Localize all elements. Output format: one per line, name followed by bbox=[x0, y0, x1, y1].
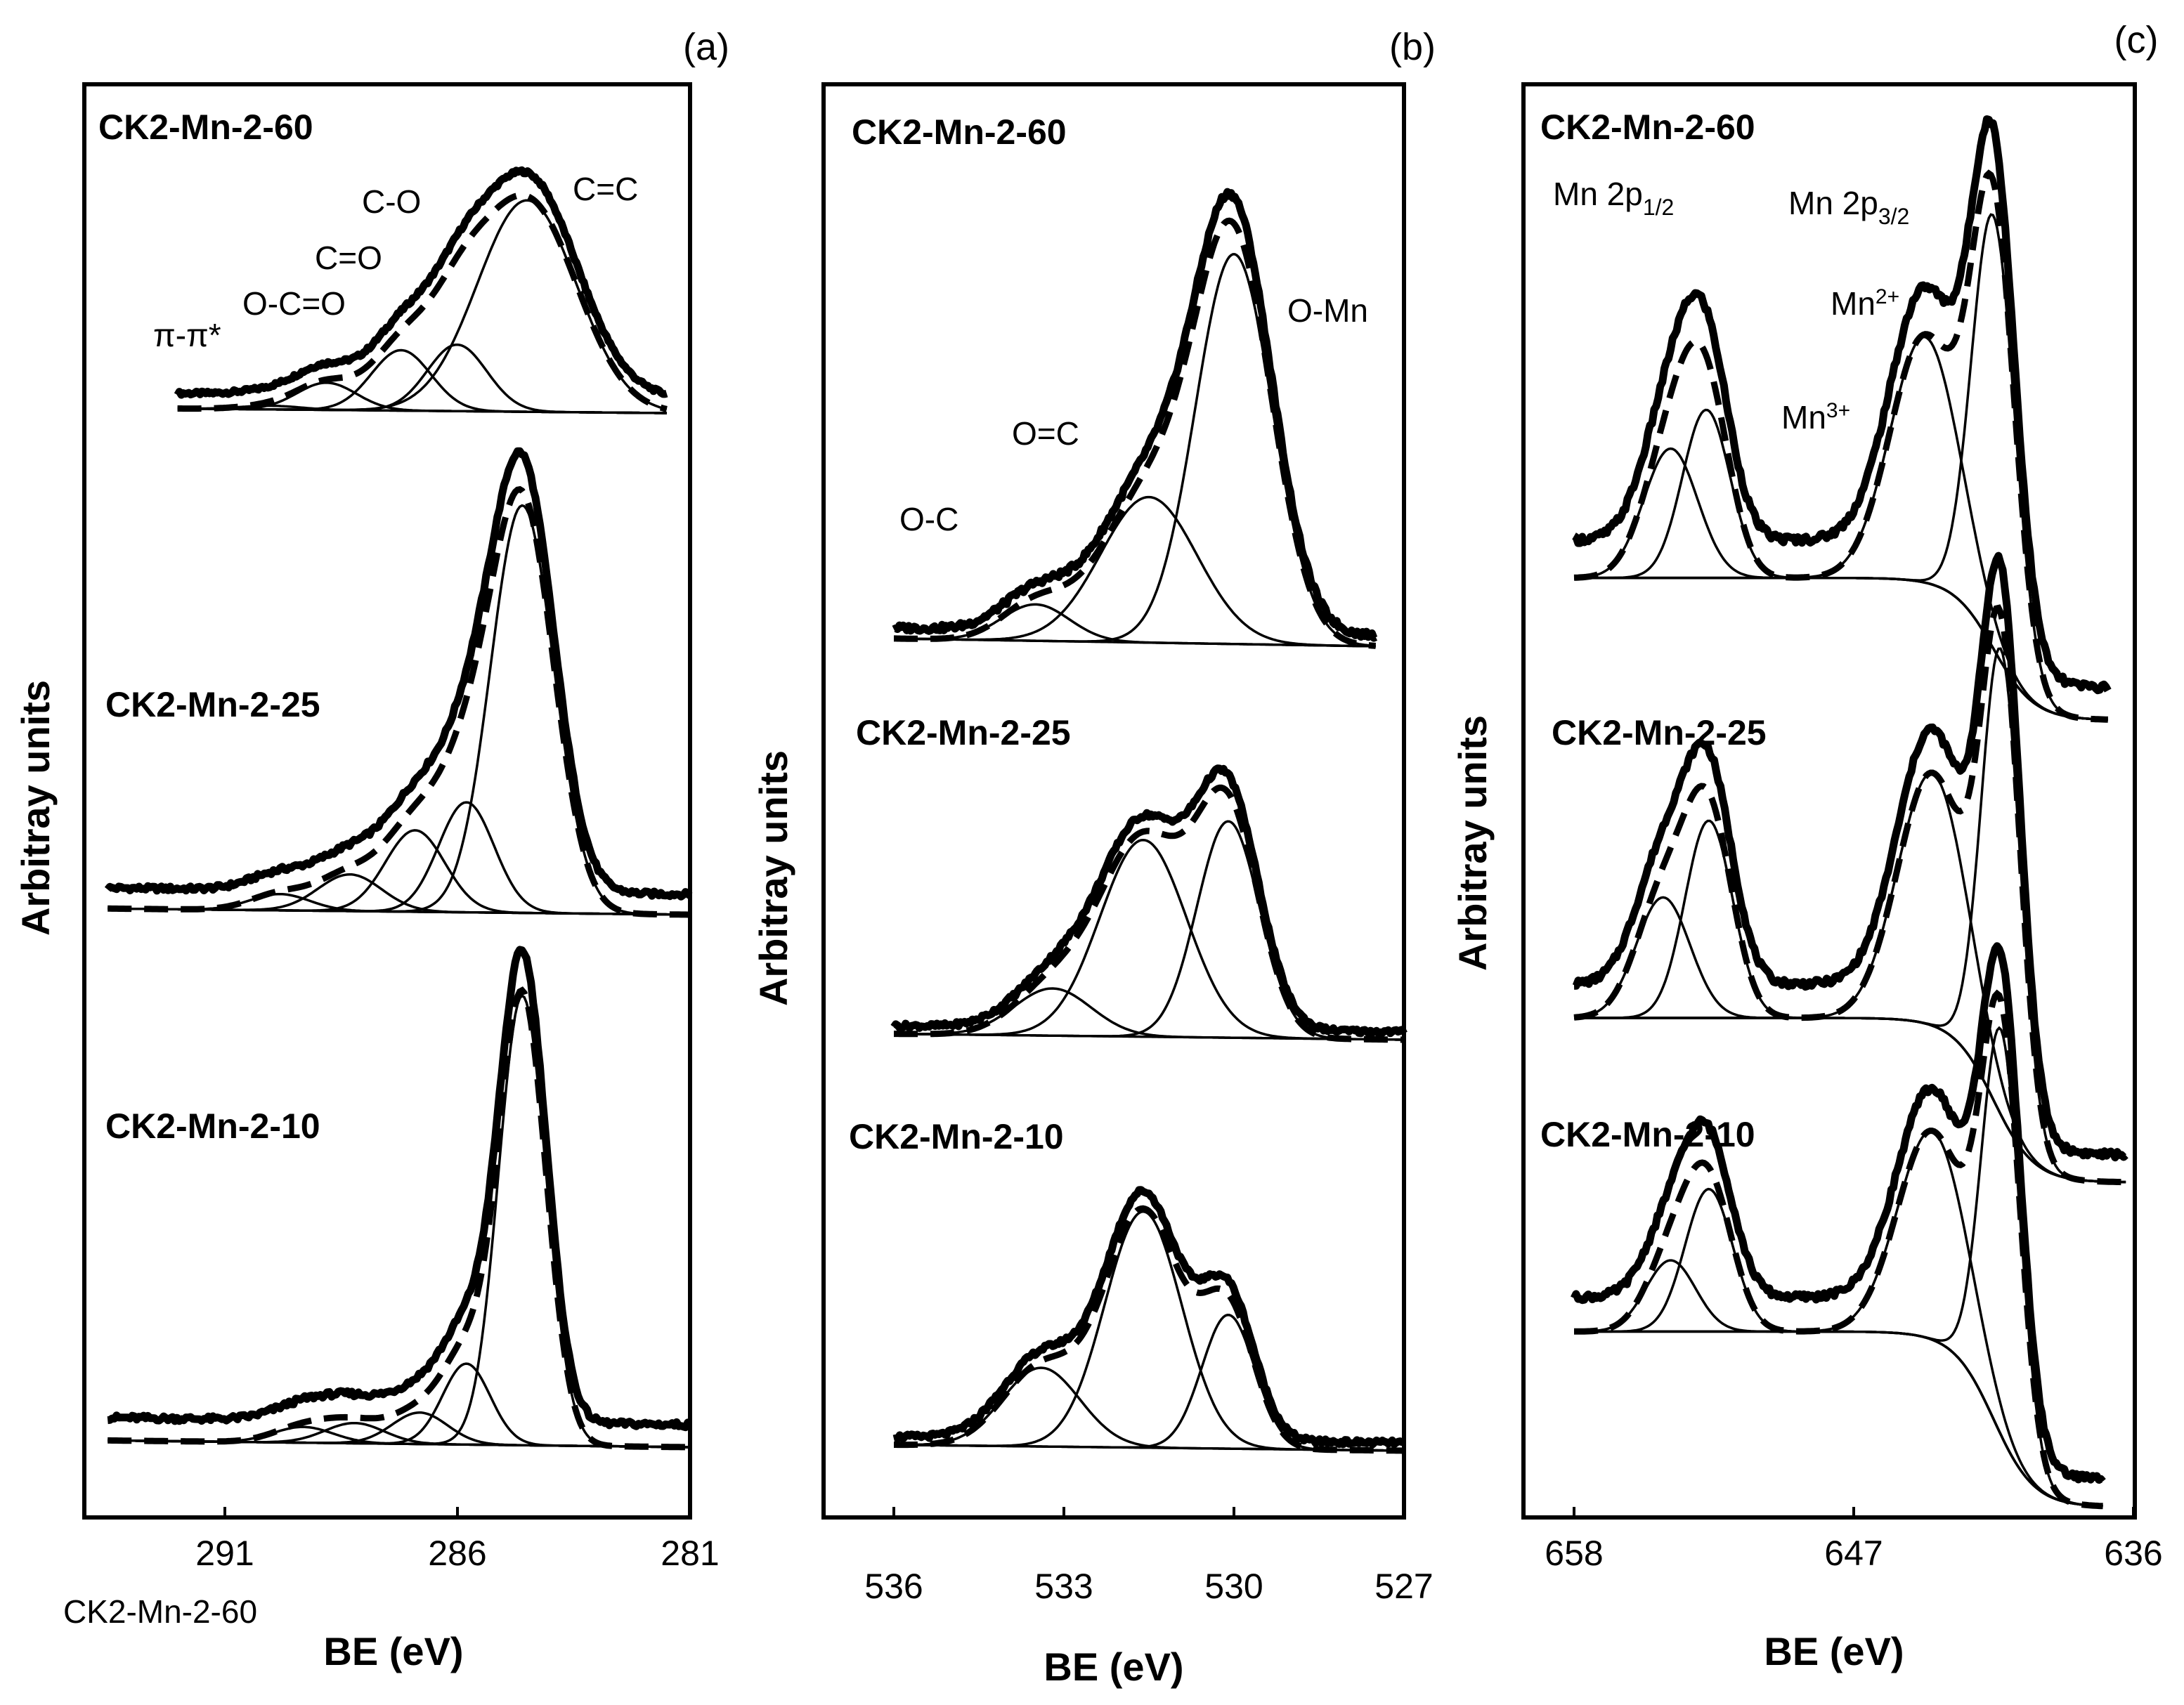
panel-a-tag: (a) bbox=[683, 26, 729, 68]
fit-component bbox=[108, 993, 690, 1449]
fit-envelope bbox=[108, 485, 690, 918]
panel-a-plot bbox=[104, 166, 693, 1451]
panel-a-sample-label: CK2-Mn-2-10 bbox=[105, 1106, 320, 1146]
region-label-prefix: Mn 2p bbox=[1788, 185, 1878, 221]
panel-a-sample-label: CK2-Mn-2-25 bbox=[105, 685, 320, 724]
fit-envelope bbox=[177, 192, 668, 412]
peak-label-c-o: C-O bbox=[362, 183, 421, 220]
raw-spectrum bbox=[1571, 942, 2106, 1484]
region-label-subscript: 3/2 bbox=[1878, 204, 1909, 229]
peak-label-o-c-eq-o: O-C=O bbox=[242, 285, 346, 322]
panel-b: (b) Arbitray units BE (eV) 536 533 530 5… bbox=[751, 26, 1436, 1689]
panel-a-frame bbox=[82, 82, 692, 1520]
peak-label-o-eq-c: O=C bbox=[1012, 415, 1079, 452]
panel-c-ylabel: Arbitray units bbox=[1450, 715, 1495, 971]
panel-b-plot bbox=[890, 188, 1408, 1454]
peak-label-c-eq-o: C=O bbox=[315, 240, 382, 276]
fit-envelope bbox=[1573, 169, 2108, 723]
fit-component bbox=[894, 820, 1404, 1041]
panel-a-xlabel: BE (eV) bbox=[323, 1629, 463, 1673]
panel-c-sample-label: CK2-Mn-2-60 bbox=[1540, 107, 1755, 147]
raw-spectrum bbox=[892, 188, 1378, 642]
fit-envelope bbox=[894, 1205, 1404, 1454]
region-label-prefix: Mn 2p bbox=[1553, 176, 1643, 212]
raw-spectrum bbox=[1572, 115, 2112, 695]
stray-sample-label: CK2-Mn-2-60 bbox=[63, 1593, 257, 1630]
region-label-subscript: 1/2 bbox=[1643, 195, 1674, 220]
fit-envelope bbox=[894, 217, 1377, 649]
fit-envelope bbox=[894, 784, 1404, 1043]
panel-a: (a) Arbitray units BE (eV) CK2-Mn-2-60 2… bbox=[13, 26, 729, 1673]
fit-component bbox=[894, 1210, 1404, 1452]
panel-a-xticks: 291 286 281 bbox=[195, 1507, 720, 1573]
raw-spectrum bbox=[890, 764, 1408, 1038]
panel-b-frame bbox=[821, 82, 1406, 1520]
panel-b-ylabel: Arbitray units bbox=[751, 750, 795, 1006]
raw-spectrum bbox=[892, 1186, 1406, 1449]
panel-c-plot bbox=[1571, 115, 2128, 1510]
region-label-mn-2p-1-2: Mn 2p1/2 bbox=[1553, 176, 1674, 220]
panel-c-sample-label: CK2-Mn-2-10 bbox=[1540, 1115, 1755, 1154]
panel-c-sample-label: CK2-Mn-2-25 bbox=[1552, 713, 1767, 752]
species-label-superscript: 3+ bbox=[1826, 399, 1850, 422]
species-label-mn3: Mn3+ bbox=[1781, 399, 1850, 436]
raw-spectrum bbox=[1572, 551, 2128, 1162]
panel-b-xlabel: BE (eV) bbox=[1044, 1645, 1183, 1689]
panel-a-ylabel: Arbitray units bbox=[13, 680, 58, 936]
panel-b-xticks: 536 533 530 527 bbox=[864, 1507, 1434, 1606]
panel-b-sample-label: CK2-Mn-2-25 bbox=[856, 713, 1071, 752]
panel-b-tick-label: 527 bbox=[1374, 1567, 1433, 1606]
raw-spectrum bbox=[105, 946, 692, 1432]
peak-label-pi-pi: π-π* bbox=[153, 317, 221, 353]
peak-label-o-c: O-C bbox=[899, 501, 958, 537]
species-label-mn2: Mn2+ bbox=[1831, 285, 1899, 322]
panel-b-tick-label: 536 bbox=[864, 1567, 923, 1606]
panel-a-sample-label: CK2-Mn-2-60 bbox=[98, 107, 313, 147]
species-label-prefix: Mn bbox=[1781, 399, 1826, 436]
panel-a-tick-label: 281 bbox=[661, 1534, 719, 1573]
species-label-prefix: Mn bbox=[1831, 285, 1876, 322]
panel-c: (c) Arbitray units BE (eV) 658 647 636 C… bbox=[1450, 19, 2163, 1673]
panel-c-tick-label: 647 bbox=[1824, 1534, 1883, 1573]
species-label-superscript: 2+ bbox=[1876, 285, 1899, 308]
raw-spectrum bbox=[174, 166, 669, 399]
panel-c-xlabel: BE (eV) bbox=[1764, 1629, 1904, 1673]
panel-b-sample-label: CK2-Mn-2-60 bbox=[852, 112, 1067, 152]
panel-b-tick-label: 533 bbox=[1034, 1567, 1093, 1606]
panel-c-xticks: 658 647 636 bbox=[1545, 1507, 2163, 1573]
panel-a-tick-label: 291 bbox=[195, 1534, 254, 1573]
region-label-mn-2p-3-2: Mn 2p3/2 bbox=[1788, 185, 1909, 229]
panel-b-tag: (b) bbox=[1389, 26, 1436, 68]
raw-spectrum bbox=[104, 447, 693, 901]
fit-component bbox=[108, 1362, 690, 1449]
panel-c-tick-label: 636 bbox=[2104, 1534, 2162, 1573]
peak-label-c-eq-c: C=C bbox=[573, 171, 638, 207]
panel-c-tag: (c) bbox=[2114, 19, 2159, 61]
panel-b-tick-label: 530 bbox=[1204, 1567, 1263, 1606]
fit-envelope bbox=[108, 986, 690, 1451]
peak-label-o-mn: O-Mn bbox=[1287, 292, 1368, 329]
fit-component bbox=[894, 838, 1404, 1041]
panel-c-tick-label: 658 bbox=[1545, 1534, 1603, 1573]
panel-a-tick-label: 286 bbox=[428, 1534, 486, 1573]
panel-c-frame bbox=[1521, 82, 2137, 1520]
background-line bbox=[1574, 1330, 2103, 1508]
panel-b-sample-label: CK2-Mn-2-10 bbox=[849, 1117, 1064, 1156]
